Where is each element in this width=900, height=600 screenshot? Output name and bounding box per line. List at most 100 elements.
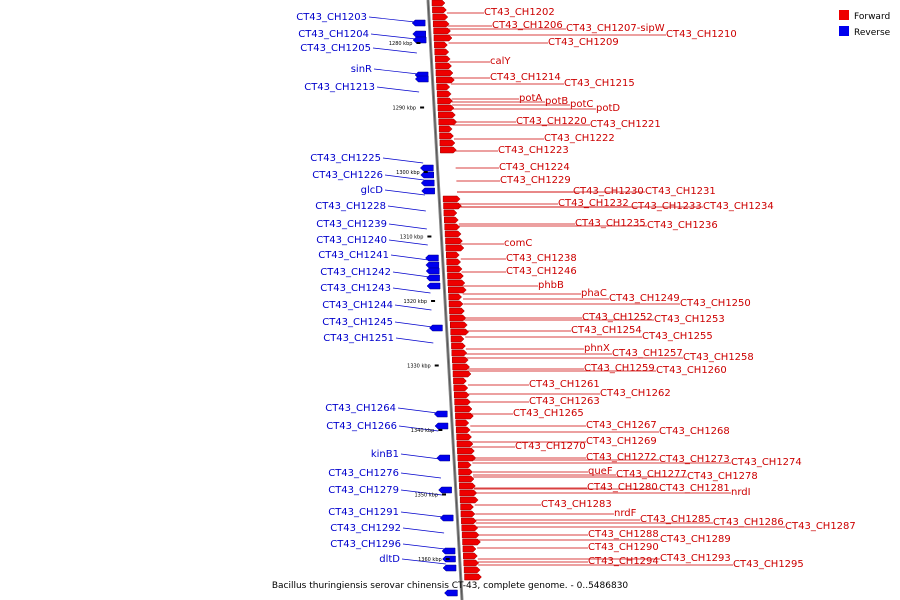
forward-gene-block: [463, 552, 478, 560]
forward-gene-label: CT43_CH1274: [731, 457, 802, 468]
forward-gene-label: CT43_CH1277: [616, 469, 687, 480]
forward-gene-label: CT43_CH1258: [683, 352, 754, 363]
forward-gene-block: [455, 412, 474, 420]
forward-gene-block: [442, 195, 461, 203]
forward-gene-block: [438, 111, 456, 119]
reverse-leader-line: [402, 527, 445, 534]
reverse-leader-line: [382, 157, 424, 164]
forward-gene-label: CT43_CH1286: [713, 517, 784, 528]
forward-gene-block: [457, 461, 472, 469]
reverse-gene-label: CT43_CH1276: [328, 468, 399, 479]
forward-gene-label: CT43_CH1267: [586, 420, 657, 431]
forward-gene-block: [448, 300, 464, 308]
forward-gene-block: [432, 20, 450, 28]
forward-gene-label: CT43_CH1230: [573, 186, 644, 197]
reverse-gene-label: CT43_CH1225: [310, 153, 381, 164]
forward-gene-block: [459, 489, 478, 497]
reverse-leader-line: [397, 407, 438, 414]
genome-backbone-highlight: [427, 0, 463, 600]
forward-gene-label: CT43_CH1202: [484, 7, 555, 18]
scale-tick-label: 1330 kbp: [407, 364, 431, 370]
forward-gene-block: [458, 468, 473, 476]
reverse-gene-label: CT43_CH1204: [298, 29, 369, 40]
scale-tick-label: 1300 kbp: [396, 170, 420, 176]
forward-gene-block: [451, 349, 468, 357]
reverse-gene-arrow: [426, 282, 441, 290]
forward-gene-block: [453, 384, 469, 392]
forward-gene-block: [459, 496, 479, 504]
forward-gene-block: [454, 405, 473, 413]
reverse-leader-line: [388, 239, 428, 246]
forward-gene-block: [431, 0, 446, 7]
forward-gene-label: potA: [519, 93, 542, 104]
reverse-gene-label: CT43_CH1228: [315, 201, 386, 212]
reverse-gene-label: CT43_CH1213: [304, 82, 375, 93]
reverse-leader-line: [387, 205, 426, 212]
reverse-leader-line: [388, 223, 427, 230]
forward-gene-label: CT43_CH1206: [492, 20, 563, 31]
reverse-gene-label: CT43_CH1205: [300, 43, 371, 54]
forward-gene-block: [435, 62, 452, 70]
forward-gene-block: [451, 356, 469, 364]
scale-tick: [442, 493, 447, 496]
scale-ticks: 1280 kbp 1290 kbp 1300 kbp 1310 kbp 1320 kbp…: [389, 41, 450, 563]
forward-gene-block: [459, 482, 476, 490]
legend-swatch-forward: [839, 10, 849, 20]
forward-gene-block: [443, 202, 462, 210]
forward-gene-label: CT43_CH1220: [516, 116, 587, 127]
forward-gene-block: [464, 573, 482, 581]
forward-gene-block: [437, 104, 455, 112]
reverse-gene-arrow: [412, 30, 427, 38]
reverse-gene-arrow: [425, 267, 440, 275]
forward-gene-block: [456, 440, 474, 448]
forward-gene-block: [452, 363, 470, 371]
forward-gene-label: CT43_CH1257: [612, 348, 683, 359]
forward-gene-label: CT43_CH1236: [647, 220, 718, 231]
forward-gene-label: CT43_CH1295: [733, 559, 804, 570]
reverse-gene-label: CT43_CH1266: [326, 421, 397, 432]
legend-label-forward: Forward: [854, 12, 890, 22]
forward-gene-label: CT43_CH1238: [506, 253, 577, 264]
forward-gene-label: potD: [596, 103, 620, 114]
forward-gene-block: [449, 307, 465, 315]
forward-gene-label: CT43_CH1233: [631, 201, 702, 212]
reverse-gene-label: CT43_CH1240: [316, 235, 387, 246]
forward-gene-block: [438, 125, 453, 133]
reverse-leader-line: [398, 425, 439, 432]
forward-gene-block: [461, 517, 477, 525]
scale-tick: [438, 429, 443, 431]
forward-gene-block: [444, 216, 459, 224]
forward-gene-block: [434, 41, 448, 49]
forward-gene-label: CT43_CH1269: [586, 436, 657, 447]
reverse-gene-label: CT43_CH1291: [328, 507, 399, 518]
forward-gene-block: [445, 244, 465, 252]
forward-gene-label: potC: [570, 99, 593, 110]
forward-gene-label: CT43_CH1255: [642, 331, 713, 342]
forward-gene-block: [460, 503, 474, 511]
forward-gene-label: CT43_CH1294: [588, 556, 659, 567]
reverse-gene-arrow: [433, 410, 448, 418]
scale-tick-label: 1320 kbp: [403, 299, 427, 305]
forward-gene-label: CT43_CH1231: [645, 186, 716, 197]
reverse-gene-arrow: [411, 19, 426, 27]
scale-tick: [431, 300, 436, 302]
forward-gene-label: nrdF: [614, 508, 637, 519]
forward-gene-label: CT43_CH1253: [654, 314, 725, 325]
reverse-gene-arrow: [436, 454, 451, 462]
forward-gene-block: [440, 146, 457, 154]
forward-gene-block: [448, 286, 467, 294]
forward-gene-block: [449, 321, 468, 329]
forward-gene-label: CT43_CH1259: [584, 363, 655, 374]
forward-gene-label: queF: [588, 466, 613, 477]
reverse-gene-label: CT43_CH1203: [296, 12, 367, 23]
forward-gene-block: [447, 279, 466, 287]
forward-gene-label: CT43_CH1232: [558, 198, 629, 209]
reverse-gene-label: CT43_CH1264: [325, 403, 396, 414]
reverse-gene-label: CT43_CH1292: [330, 523, 401, 534]
forward-gene-label: CT43_CH1250: [680, 298, 751, 309]
forward-gene-label: phbB: [538, 280, 564, 291]
genome-caption: Bacillus thuringiensis serovar chinensis…: [272, 581, 629, 591]
forward-gene-block: [457, 447, 475, 455]
reverse-leader-line: [372, 47, 417, 54]
forward-gene-label: CT43_CH1207-sipW: [566, 23, 665, 34]
